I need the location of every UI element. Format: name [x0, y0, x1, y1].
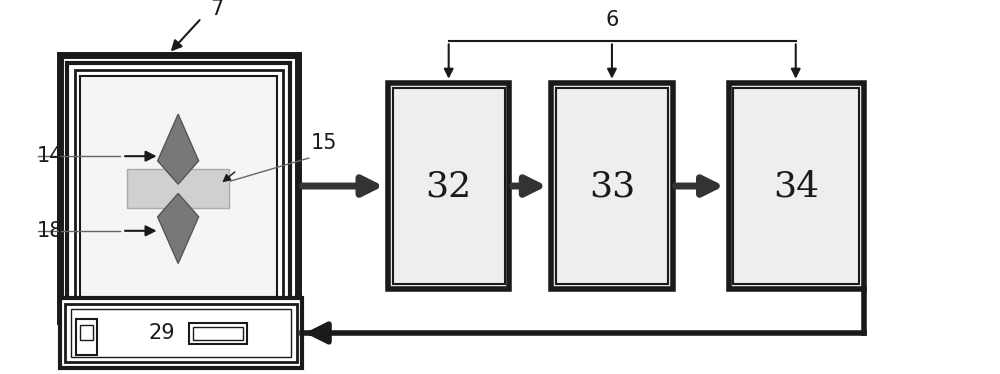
Bar: [388, 83, 509, 289]
Text: 7: 7: [211, 0, 224, 19]
Text: 15: 15: [311, 134, 337, 153]
Bar: [60, 298, 302, 368]
Bar: [162, 319, 188, 354]
Bar: [75, 70, 283, 306]
Text: 6: 6: [605, 10, 619, 30]
Bar: [729, 83, 864, 289]
Bar: [67, 63, 290, 314]
Bar: [733, 88, 859, 284]
Bar: [80, 76, 277, 301]
Bar: [127, 169, 229, 208]
Text: 33: 33: [589, 169, 635, 203]
Bar: [193, 327, 243, 340]
Text: 34: 34: [773, 169, 819, 203]
Bar: [393, 88, 505, 284]
Text: 29: 29: [149, 323, 176, 343]
Text: 18: 18: [36, 221, 63, 241]
Text: 32: 32: [426, 169, 472, 203]
Bar: [60, 55, 298, 321]
Text: 14: 14: [36, 146, 63, 166]
Bar: [80, 325, 93, 340]
Bar: [71, 309, 291, 357]
Polygon shape: [158, 193, 199, 263]
Polygon shape: [158, 114, 199, 184]
Bar: [76, 319, 97, 355]
Bar: [551, 83, 673, 289]
Bar: [65, 304, 297, 362]
Bar: [556, 88, 668, 284]
Bar: [189, 323, 247, 344]
Bar: [122, 351, 229, 368]
